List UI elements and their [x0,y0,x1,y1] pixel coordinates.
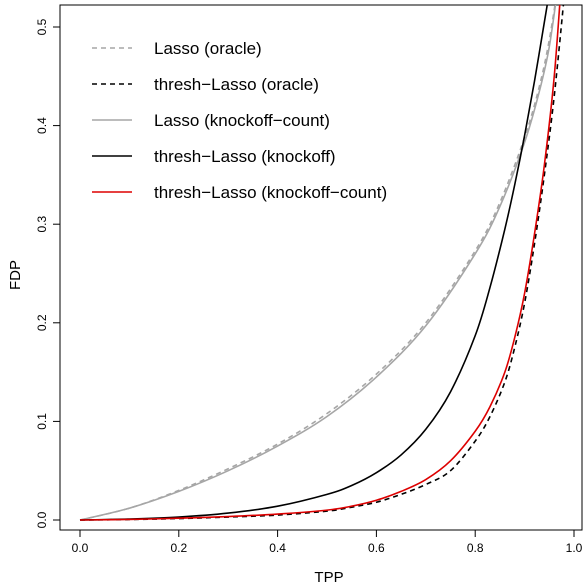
y-axis: 0.0 0.1 0.2 0.3 0.4 0.5 [35,18,61,528]
legend-label-3: thresh−Lasso (knockoff) [154,147,336,166]
legend-label-4: thresh−Lasso (knockoff−count) [154,183,387,202]
legend-label-2: Lasso (knockoff−count) [154,111,330,130]
legend-label-1: thresh−Lasso (oracle) [154,75,319,94]
x-axis-title: TPP [314,569,343,586]
series-line-3 [79,5,549,521]
series-line-2 [79,5,557,521]
plot-frame [59,4,583,531]
x-tick-label: 0.2 [170,541,187,555]
x-tick-label: 0.4 [269,541,286,555]
y-axis-title: FDP [7,260,24,290]
series-layer [79,5,565,521]
x-tick-label: 1.0 [566,541,583,555]
y-tick-label: 0.0 [35,511,49,528]
series-line-1 [79,5,565,521]
x-tick-label: 0.0 [72,541,89,555]
legend: Lasso (oracle) thresh−Lasso (oracle) Lasso… [92,39,387,202]
series-line-0 [79,5,556,521]
x-tick-label: 0.8 [467,541,484,555]
x-axis: 0.0 0.2 0.4 0.6 0.8 1.0 [72,529,583,555]
series-line-4 [79,5,561,521]
legend-label-0: Lasso (oracle) [154,39,262,58]
x-tick-label: 0.6 [368,541,385,555]
y-tick-label: 0.1 [35,413,49,430]
y-tick-label: 0.2 [35,314,49,331]
y-tick-label: 0.4 [35,117,49,134]
y-tick-label: 0.3 [35,216,49,233]
y-tick-label: 0.5 [35,18,49,35]
